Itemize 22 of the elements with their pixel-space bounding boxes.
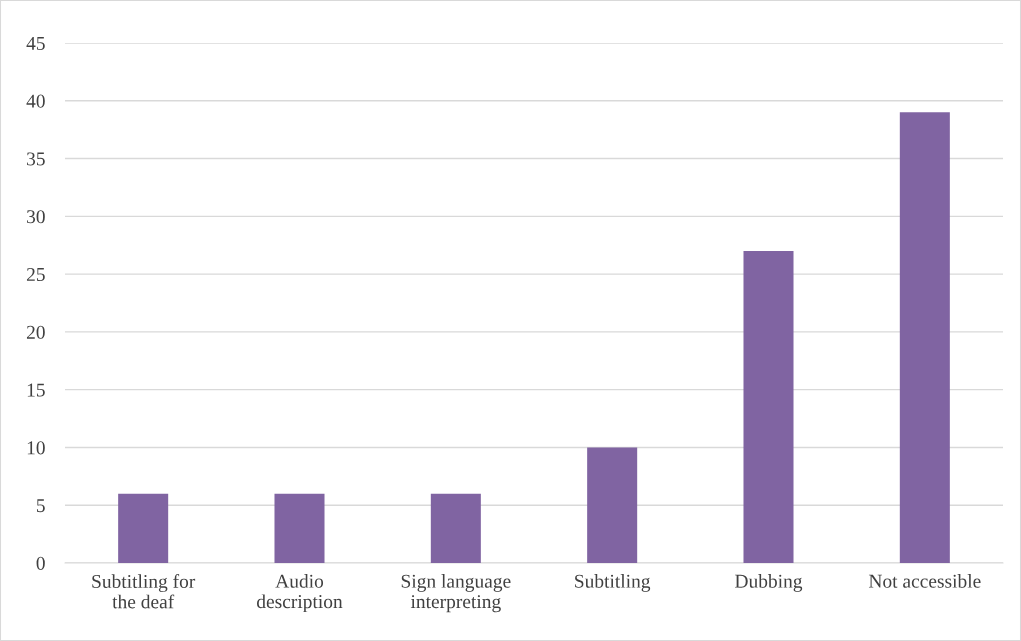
- y-tick-label: 20: [26, 325, 45, 339]
- x-tick-label: Dubbing: [735, 574, 803, 592]
- y-tick-label: 25: [26, 267, 45, 282]
- x-tick-label: Subtitling for the deaf: [92, 574, 196, 609]
- y-tick-label: 15: [27, 383, 45, 397]
- y-tick-label: 35: [27, 152, 45, 166]
- bar: [743, 251, 794, 563]
- y-tick-label: 30: [27, 210, 45, 224]
- x-tick-label: Subtitling: [575, 574, 651, 592]
- bar: [899, 112, 950, 563]
- y-tick-label: 5: [36, 499, 45, 513]
- bar: [118, 493, 169, 563]
- y-tick-label: 0: [36, 556, 45, 570]
- x-tick-label: Not accessible: [868, 574, 981, 588]
- x-tick-label: Sign language interpreting: [401, 574, 511, 613]
- y-tick-label: 10: [27, 441, 45, 455]
- bar: [587, 447, 638, 563]
- bar: [430, 493, 481, 563]
- bar: [274, 493, 325, 563]
- y-tick-label: 45: [26, 36, 45, 50]
- y-tick-label: 40: [26, 94, 45, 108]
- x-tick-label: Audio description: [257, 574, 343, 613]
